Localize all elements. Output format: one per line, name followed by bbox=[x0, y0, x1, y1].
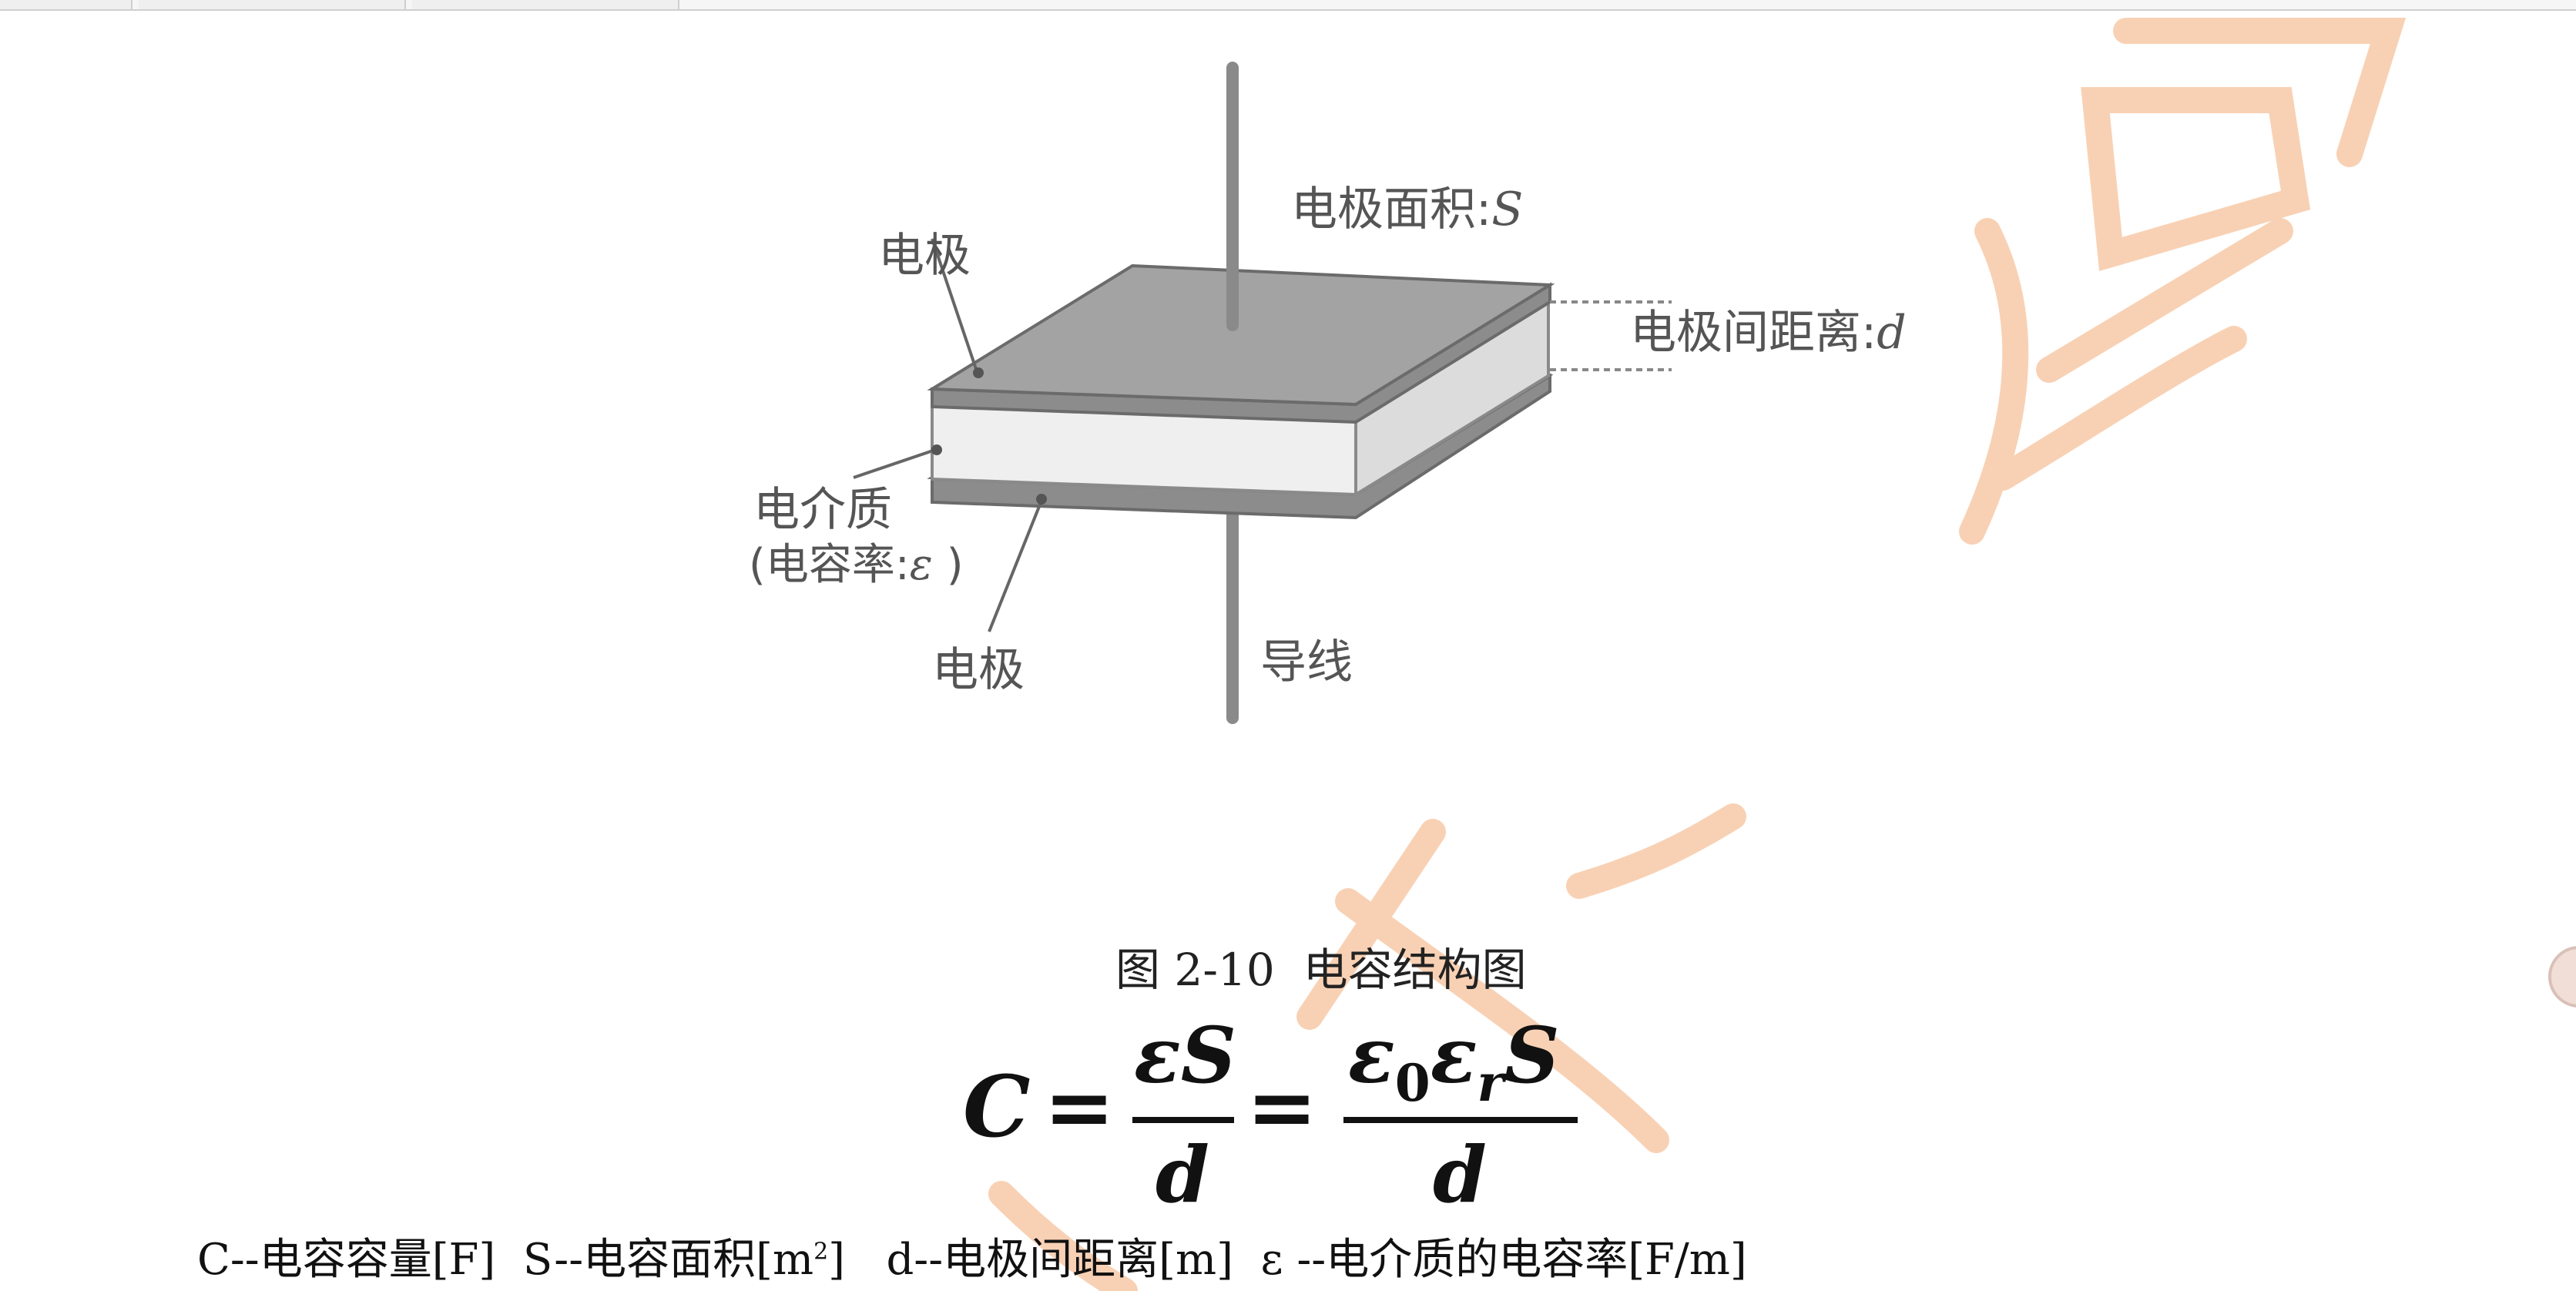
label-permittivity: (电容率:ε) bbox=[749, 540, 964, 590]
label-dielectric: 电介质 bbox=[753, 483, 892, 537]
figure-caption: 图 2-10 电容结构图 bbox=[1115, 944, 1527, 996]
label-wire: 导线 bbox=[1260, 635, 1353, 689]
formula-frac2-denominator: d bbox=[1433, 1129, 1487, 1220]
toolbar-strip bbox=[0, 0, 2576, 11]
legend-d: d--电极间距离[m] bbox=[886, 1235, 1233, 1285]
bottom-wire bbox=[1226, 508, 1239, 724]
formula-equals-2: = bbox=[1246, 1057, 1317, 1156]
top-wire bbox=[1226, 62, 1239, 331]
capacitance-formula: C = εS d = ε0εrS d bbox=[963, 1010, 1578, 1220]
label-electrode-area: 电极面积:S bbox=[1291, 183, 1523, 236]
formula-frac1-bar bbox=[1132, 1117, 1234, 1123]
label-electrode-top: 电极 bbox=[878, 229, 971, 283]
formula-frac1-denominator: d bbox=[1156, 1129, 1209, 1220]
floating-assistant-avatar[interactable] bbox=[2548, 946, 2576, 1008]
label-electrode-bottom: 电极 bbox=[932, 643, 1025, 697]
legend-c: C--电容容量[F] bbox=[197, 1235, 496, 1285]
formula-frac2-numerator: ε0εrS bbox=[1348, 1010, 1560, 1113]
legend-s: S--电容面积[m2] bbox=[522, 1235, 846, 1285]
top-electrode-plate bbox=[927, 263, 1555, 424]
tab-1[interactable] bbox=[0, 0, 132, 9]
capacitor-diagram: 电极面积:S 电极 电极间距离:d 电介质 (电容率:ε) 电极 导线 bbox=[749, 62, 1907, 724]
tab-2[interactable] bbox=[139, 0, 406, 9]
formula-frac2-bar bbox=[1343, 1117, 1578, 1123]
tab-3[interactable] bbox=[412, 0, 679, 9]
formula-lhs: C bbox=[963, 1057, 1031, 1156]
legend-eps: ε --电介质的电容率[F/m] bbox=[1260, 1235, 1747, 1285]
variable-legend: C--电容容量[F] S--电容面积[m2] d--电极间距离[m] ε --电… bbox=[197, 1225, 1747, 1286]
formula-equals-1: = bbox=[1044, 1057, 1115, 1156]
formula-frac1-numerator: εS bbox=[1134, 1010, 1236, 1101]
label-electrode-gap: 电极间距离:d bbox=[1630, 306, 1907, 360]
